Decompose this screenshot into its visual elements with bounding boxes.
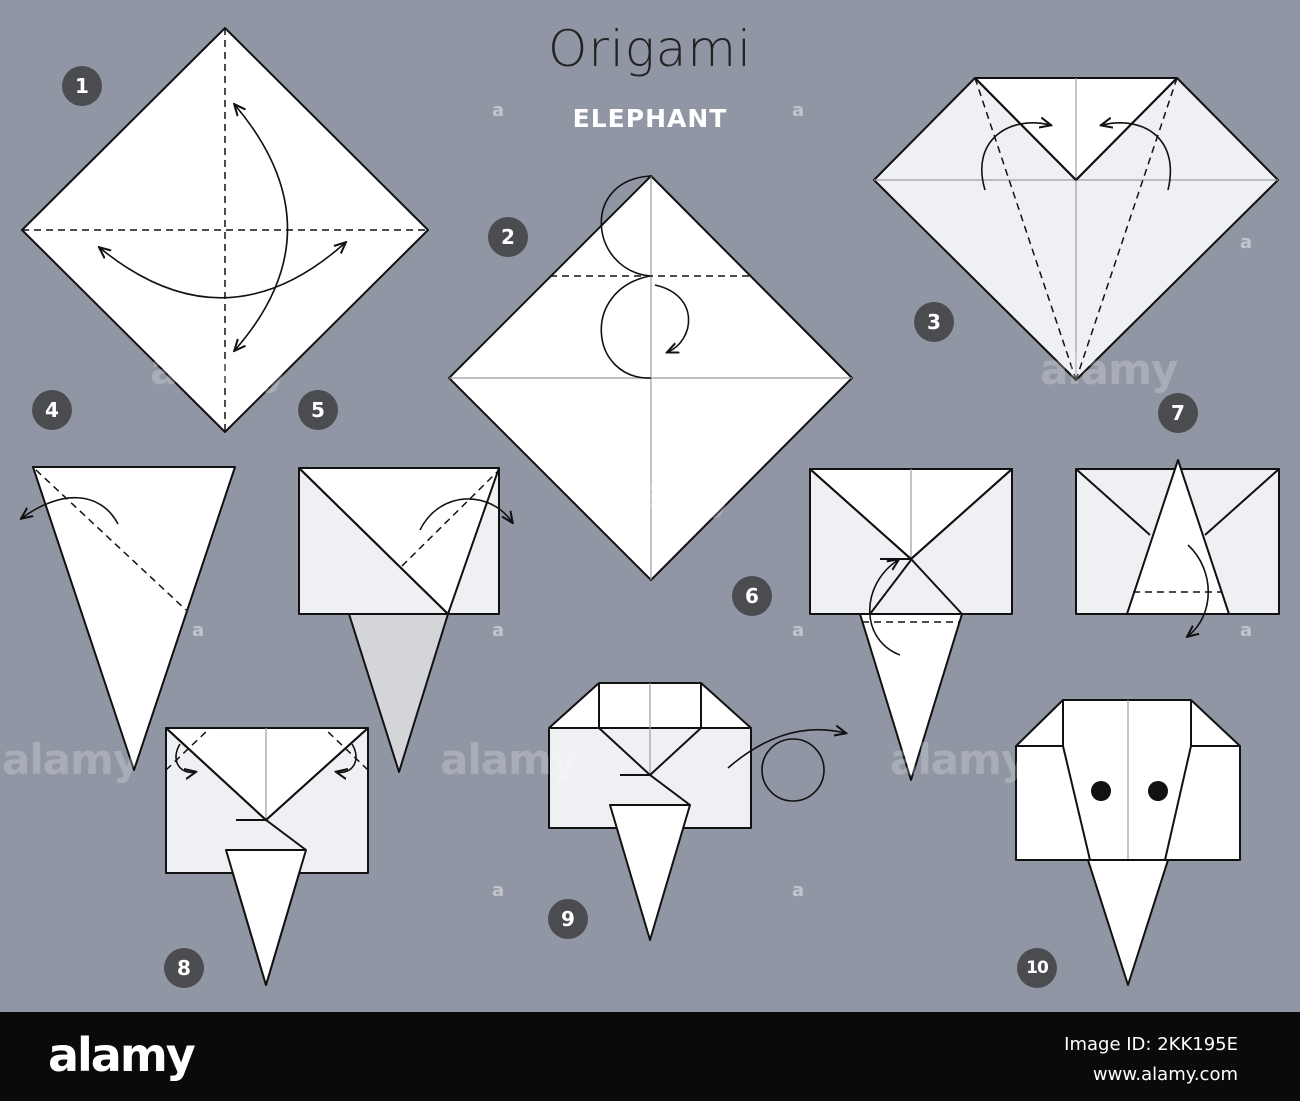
step-9-figure (548, 682, 845, 941)
step-badge-7: 7 (1158, 393, 1198, 433)
watermark-mark: a (1240, 620, 1253, 641)
footer-url-line: www.alamy.com (1092, 1064, 1238, 1085)
step-badge-8: 8 (164, 948, 204, 988)
page-subtitle: ELEPHANT (572, 104, 728, 133)
watermark-mark: a (492, 620, 505, 641)
step-3-figure (873, 77, 1279, 381)
watermark-mark: a (792, 620, 805, 641)
step-2-figure (448, 175, 853, 581)
watermark-mark: a (492, 880, 505, 901)
footer-image-id: Image ID: 2KK195E www.alamy.com (1064, 1030, 1238, 1090)
origami-diagram (0, 27, 1280, 986)
footer-bar: alamy Image ID: 2KK195E www.alamy.com (0, 1012, 1300, 1101)
footer-image-id-line: Image ID: 2KK195E (1064, 1034, 1238, 1055)
step-badge-5: 5 (298, 390, 338, 430)
footer-logo: alamy (48, 1028, 196, 1082)
watermark-text: alamy (890, 735, 1028, 784)
watermark-text: alamy (1040, 345, 1178, 394)
step-badge-10: 10 (1017, 948, 1057, 988)
step-10-figure (1015, 699, 1241, 986)
watermark-mark: a (492, 100, 505, 121)
watermark-text: alamy (595, 470, 733, 519)
step-8-figure (165, 727, 369, 986)
step-4-figure (22, 466, 236, 771)
step-badge-2: 2 (488, 217, 528, 257)
watermark-text: alamy (150, 345, 288, 394)
step-6-figure (809, 468, 1013, 781)
watermark-text: alamy (440, 735, 578, 784)
watermark-mark: a (192, 620, 205, 641)
step-badge-9: 9 (548, 899, 588, 939)
watermark-text: alamy (2, 735, 140, 784)
step-5-figure (298, 467, 512, 773)
step-badge-3: 3 (914, 302, 954, 342)
step-badge-4: 4 (32, 390, 72, 430)
watermark-mark: a (1240, 232, 1253, 253)
step-badge-1: 1 (62, 66, 102, 106)
watermark-mark: a (792, 100, 805, 121)
step-7-figure (1075, 459, 1280, 636)
step-badge-6: 6 (732, 576, 772, 616)
step-1-figure (21, 27, 429, 433)
watermark-mark: a (792, 880, 805, 901)
page-title: Origami (547, 20, 753, 78)
